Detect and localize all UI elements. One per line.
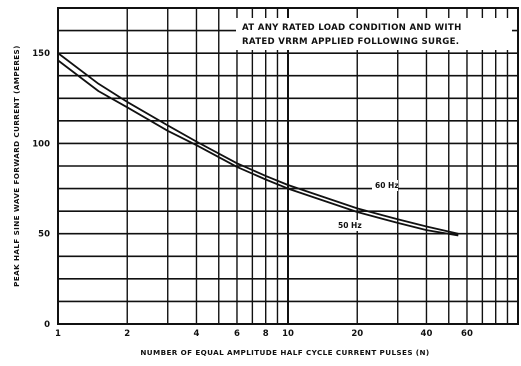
series-label-bg: [335, 220, 361, 231]
annotation-line-2: RATED VRRM APPLIED FOLLOWING SURGE.: [242, 37, 459, 47]
annotation-line-1: AT ANY RATED LOAD CONDITION AND WITH: [242, 23, 462, 33]
series-group: 60 Hz 50 Hz: [57, 52, 459, 237]
series-label-0: 60 Hz: [375, 181, 399, 190]
x-tick-label: 60: [461, 329, 473, 339]
x-axis-label: NUMBER OF EQUAL AMPLITUDE HALF CYCLE CUR…: [140, 348, 429, 357]
y-tick-label: 50: [38, 230, 50, 240]
series-label-bg: [372, 180, 398, 191]
annotation-background: [236, 18, 512, 50]
grid: [57, 7, 519, 325]
series-line-1: [57, 59, 459, 237]
x-tick-label: 20: [351, 329, 363, 339]
x-tick-label: 2: [124, 329, 130, 339]
x-tick-label: 40: [421, 329, 433, 339]
x-tick-label: 6: [234, 329, 240, 339]
x-tick-label: 4: [194, 329, 200, 339]
annotation-box: [236, 18, 512, 50]
x-tick-label: 1: [55, 329, 61, 339]
series-line-0: [57, 52, 459, 235]
y-tick-label: 100: [32, 139, 50, 149]
y-tick-labels: 0 50 100 150: [32, 49, 50, 330]
plot-frame: [57, 7, 519, 325]
y-tick-label: 150: [32, 49, 50, 59]
y-axis-label: PEAK HALF SINE WAVE FORWARD CURRENT (AMP…: [12, 45, 21, 287]
x-tick-label: 8: [263, 329, 269, 339]
x-tick-labels: 1 2 4 6 8 10 20 40 60: [55, 329, 473, 339]
x-tick-label: 10: [282, 329, 294, 339]
series-label-1: 50 Hz: [338, 221, 362, 230]
y-tick-label: 0: [44, 320, 50, 330]
